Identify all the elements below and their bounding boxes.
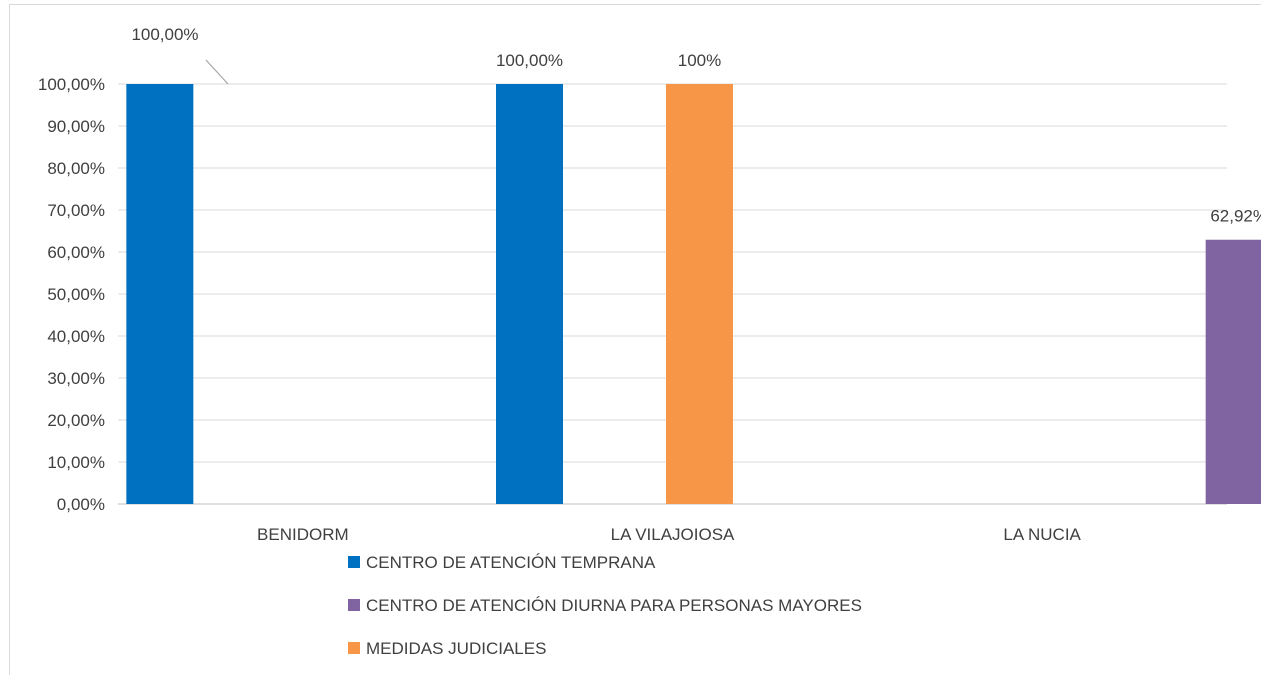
x-category-label: LA VILAJOIOSA xyxy=(611,525,735,544)
y-tick-label: 90,00% xyxy=(47,117,105,136)
legend-swatch xyxy=(348,599,360,611)
legend-label: CENTRO DE ATENCIÓN DIURNA PARA PERSONAS … xyxy=(366,596,862,615)
y-tick-label: 30,00% xyxy=(47,369,105,388)
bars xyxy=(126,84,1261,504)
y-tick-label: 20,00% xyxy=(47,411,105,430)
legend-label: MEDIDAS JUDICIALES xyxy=(366,639,546,658)
y-tick-label: 40,00% xyxy=(47,327,105,346)
leader-line xyxy=(205,59,229,85)
y-tick-label: 0,00% xyxy=(57,495,105,514)
data-label: 100,00% xyxy=(496,51,563,70)
bar[interactable] xyxy=(1205,239,1261,504)
bar[interactable] xyxy=(666,84,733,504)
bar[interactable] xyxy=(126,84,194,504)
data-label: 100% xyxy=(678,51,721,70)
y-axis-ticks: 0,00% 10,00% 20,00% 30,00% 40,00% 50,00% 60,00… xyxy=(38,75,105,514)
y-tick-label: 100,00% xyxy=(38,75,105,94)
data-label: 100,00% xyxy=(131,25,198,44)
data-label: 62,92% xyxy=(1210,207,1261,226)
y-tick-label: 70,00% xyxy=(47,201,105,220)
x-axis-categories: BENIDORM LA VILAJOIOSA LA NUCIA xyxy=(257,525,1082,544)
legend[interactable]: CENTRO DE ATENCIÓN TEMPRANA CENTRO DE ATE… xyxy=(348,553,862,658)
y-tick-label: 10,00% xyxy=(47,453,105,472)
x-category-label: BENIDORM xyxy=(257,525,349,544)
x-category-label: LA NUCIA xyxy=(1003,525,1081,544)
y-tick-label: 60,00% xyxy=(47,243,105,262)
chart-frame xyxy=(9,4,1261,675)
legend-swatch xyxy=(348,556,360,568)
legend-label: CENTRO DE ATENCIÓN TEMPRANA xyxy=(366,553,656,572)
y-tick-label: 50,00% xyxy=(47,285,105,304)
bar[interactable] xyxy=(496,84,563,504)
legend-swatch xyxy=(348,642,360,654)
data-labels: 100,00% 100,00% 100% 62,92% xyxy=(131,25,1261,226)
y-tick-label: 80,00% xyxy=(47,159,105,178)
